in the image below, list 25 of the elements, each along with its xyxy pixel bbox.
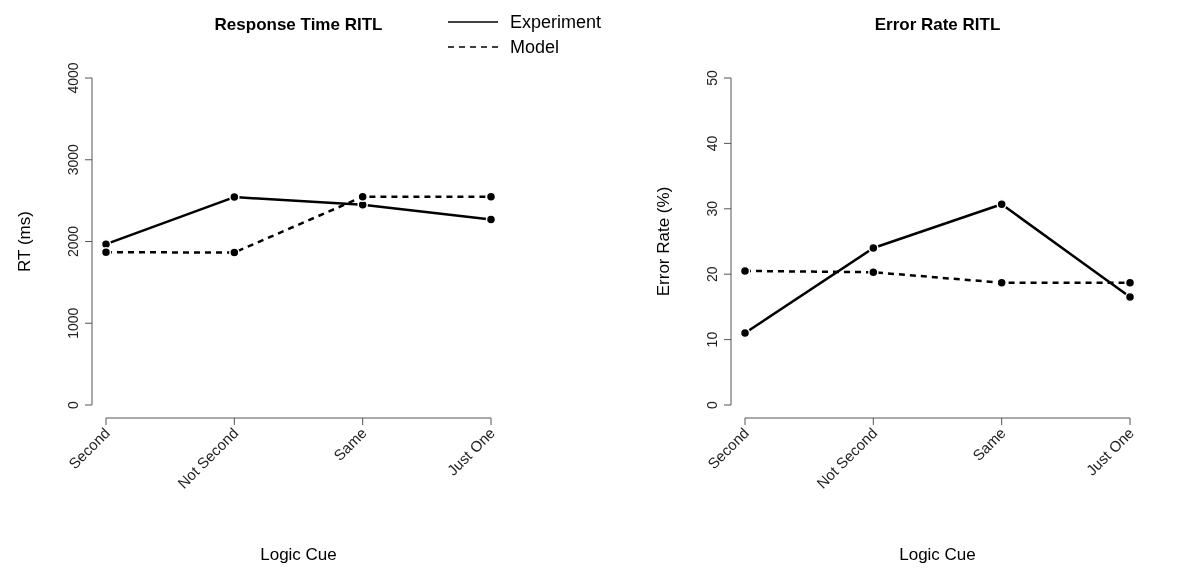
y-tick-label: 20 (704, 266, 720, 282)
x-axis-title: Logic Cue (899, 545, 976, 564)
y-tick-label: 1000 (65, 307, 81, 339)
y-tick-label: 50 (704, 70, 720, 86)
legend-label: Experiment (510, 12, 602, 32)
y-axis-title: Error Rate (%) (654, 186, 673, 297)
point (357, 191, 368, 203)
y-axis-title: RT (ms) (15, 211, 34, 272)
point (996, 198, 1007, 210)
y-tick-label: 0 (65, 400, 81, 409)
y-tick-label: 0 (704, 400, 720, 409)
chart-title: Error Rate RITL (874, 15, 1001, 34)
y-tick-label: 3000 (65, 143, 81, 176)
x-tick-label: Just One (1082, 424, 1138, 479)
y-tick-label: 40 (704, 135, 720, 152)
y-tick-label: 10 (704, 331, 720, 348)
x-tick-label: Just One (443, 424, 499, 479)
x-axis-title: Logic Cue (260, 545, 337, 564)
chart-title: Response Time RITL (214, 15, 383, 34)
y-tick-label: 4000 (65, 62, 81, 94)
point (229, 247, 240, 258)
legend-label: Model (510, 37, 560, 57)
y-tick-label: 30 (704, 200, 720, 217)
point (996, 277, 1007, 288)
y-tick-label: 2000 (65, 225, 81, 258)
